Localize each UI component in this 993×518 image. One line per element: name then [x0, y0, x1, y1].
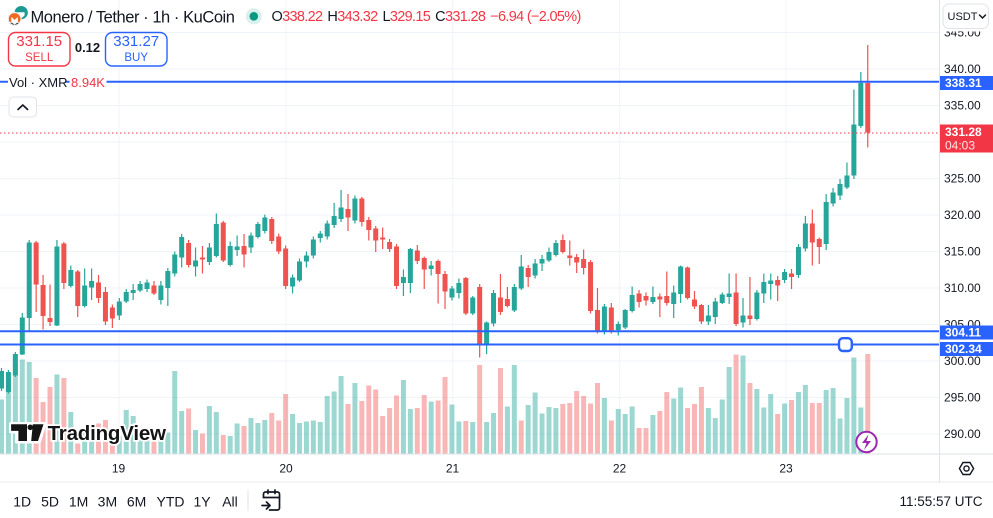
svg-text:5D: 5D [41, 494, 59, 510]
svg-text:331.27: 331.27 [113, 33, 159, 50]
svg-text:320.00: 320.00 [944, 208, 981, 222]
svg-text:1M: 1M [69, 494, 88, 510]
svg-text:1D: 1D [13, 494, 31, 510]
svg-text:19: 19 [112, 462, 126, 476]
svg-text:BUY: BUY [124, 52, 148, 64]
svg-text:TradingView: TradingView [48, 422, 166, 445]
svg-text:315.00: 315.00 [944, 245, 981, 259]
svg-text:21: 21 [446, 462, 460, 476]
svg-text:SELL: SELL [25, 52, 54, 64]
svg-text:04:03: 04:03 [945, 139, 975, 153]
svg-text:338.31: 338.31 [945, 76, 982, 90]
svg-text:8.94K: 8.94K [71, 75, 105, 90]
svg-text:0.12: 0.12 [75, 40, 100, 55]
svg-text:11:55:57 UTC: 11:55:57 UTC [899, 494, 982, 509]
svg-text:Vol · XMR: Vol · XMR [9, 75, 68, 90]
svg-text:1Y: 1Y [193, 494, 211, 510]
svg-text:331.28: 331.28 [945, 125, 982, 139]
svg-text:310.00: 310.00 [944, 281, 981, 295]
svg-text:20: 20 [279, 462, 293, 476]
svg-text:3M: 3M [98, 494, 117, 510]
svg-text:YTD: YTD [157, 494, 185, 510]
svg-text:300.00: 300.00 [944, 354, 981, 368]
svg-text:335.00: 335.00 [944, 99, 981, 113]
svg-text:6M: 6M [127, 494, 146, 510]
svg-text:USDT: USDT [948, 11, 978, 23]
svg-text:340.00: 340.00 [944, 62, 981, 76]
svg-text:331.15: 331.15 [16, 33, 62, 50]
svg-text:304.11: 304.11 [945, 326, 981, 340]
svg-text:22: 22 [613, 462, 627, 476]
svg-text:290.00: 290.00 [944, 427, 981, 441]
svg-text:Monero / Tether · 1h · KuCoin: Monero / Tether · 1h · KuCoin [31, 9, 235, 27]
svg-text:325.00: 325.00 [944, 172, 981, 186]
svg-text:All: All [222, 494, 238, 510]
svg-text:302.34: 302.34 [945, 342, 982, 356]
svg-text:23: 23 [779, 462, 793, 476]
svg-text:295.00: 295.00 [944, 391, 981, 405]
